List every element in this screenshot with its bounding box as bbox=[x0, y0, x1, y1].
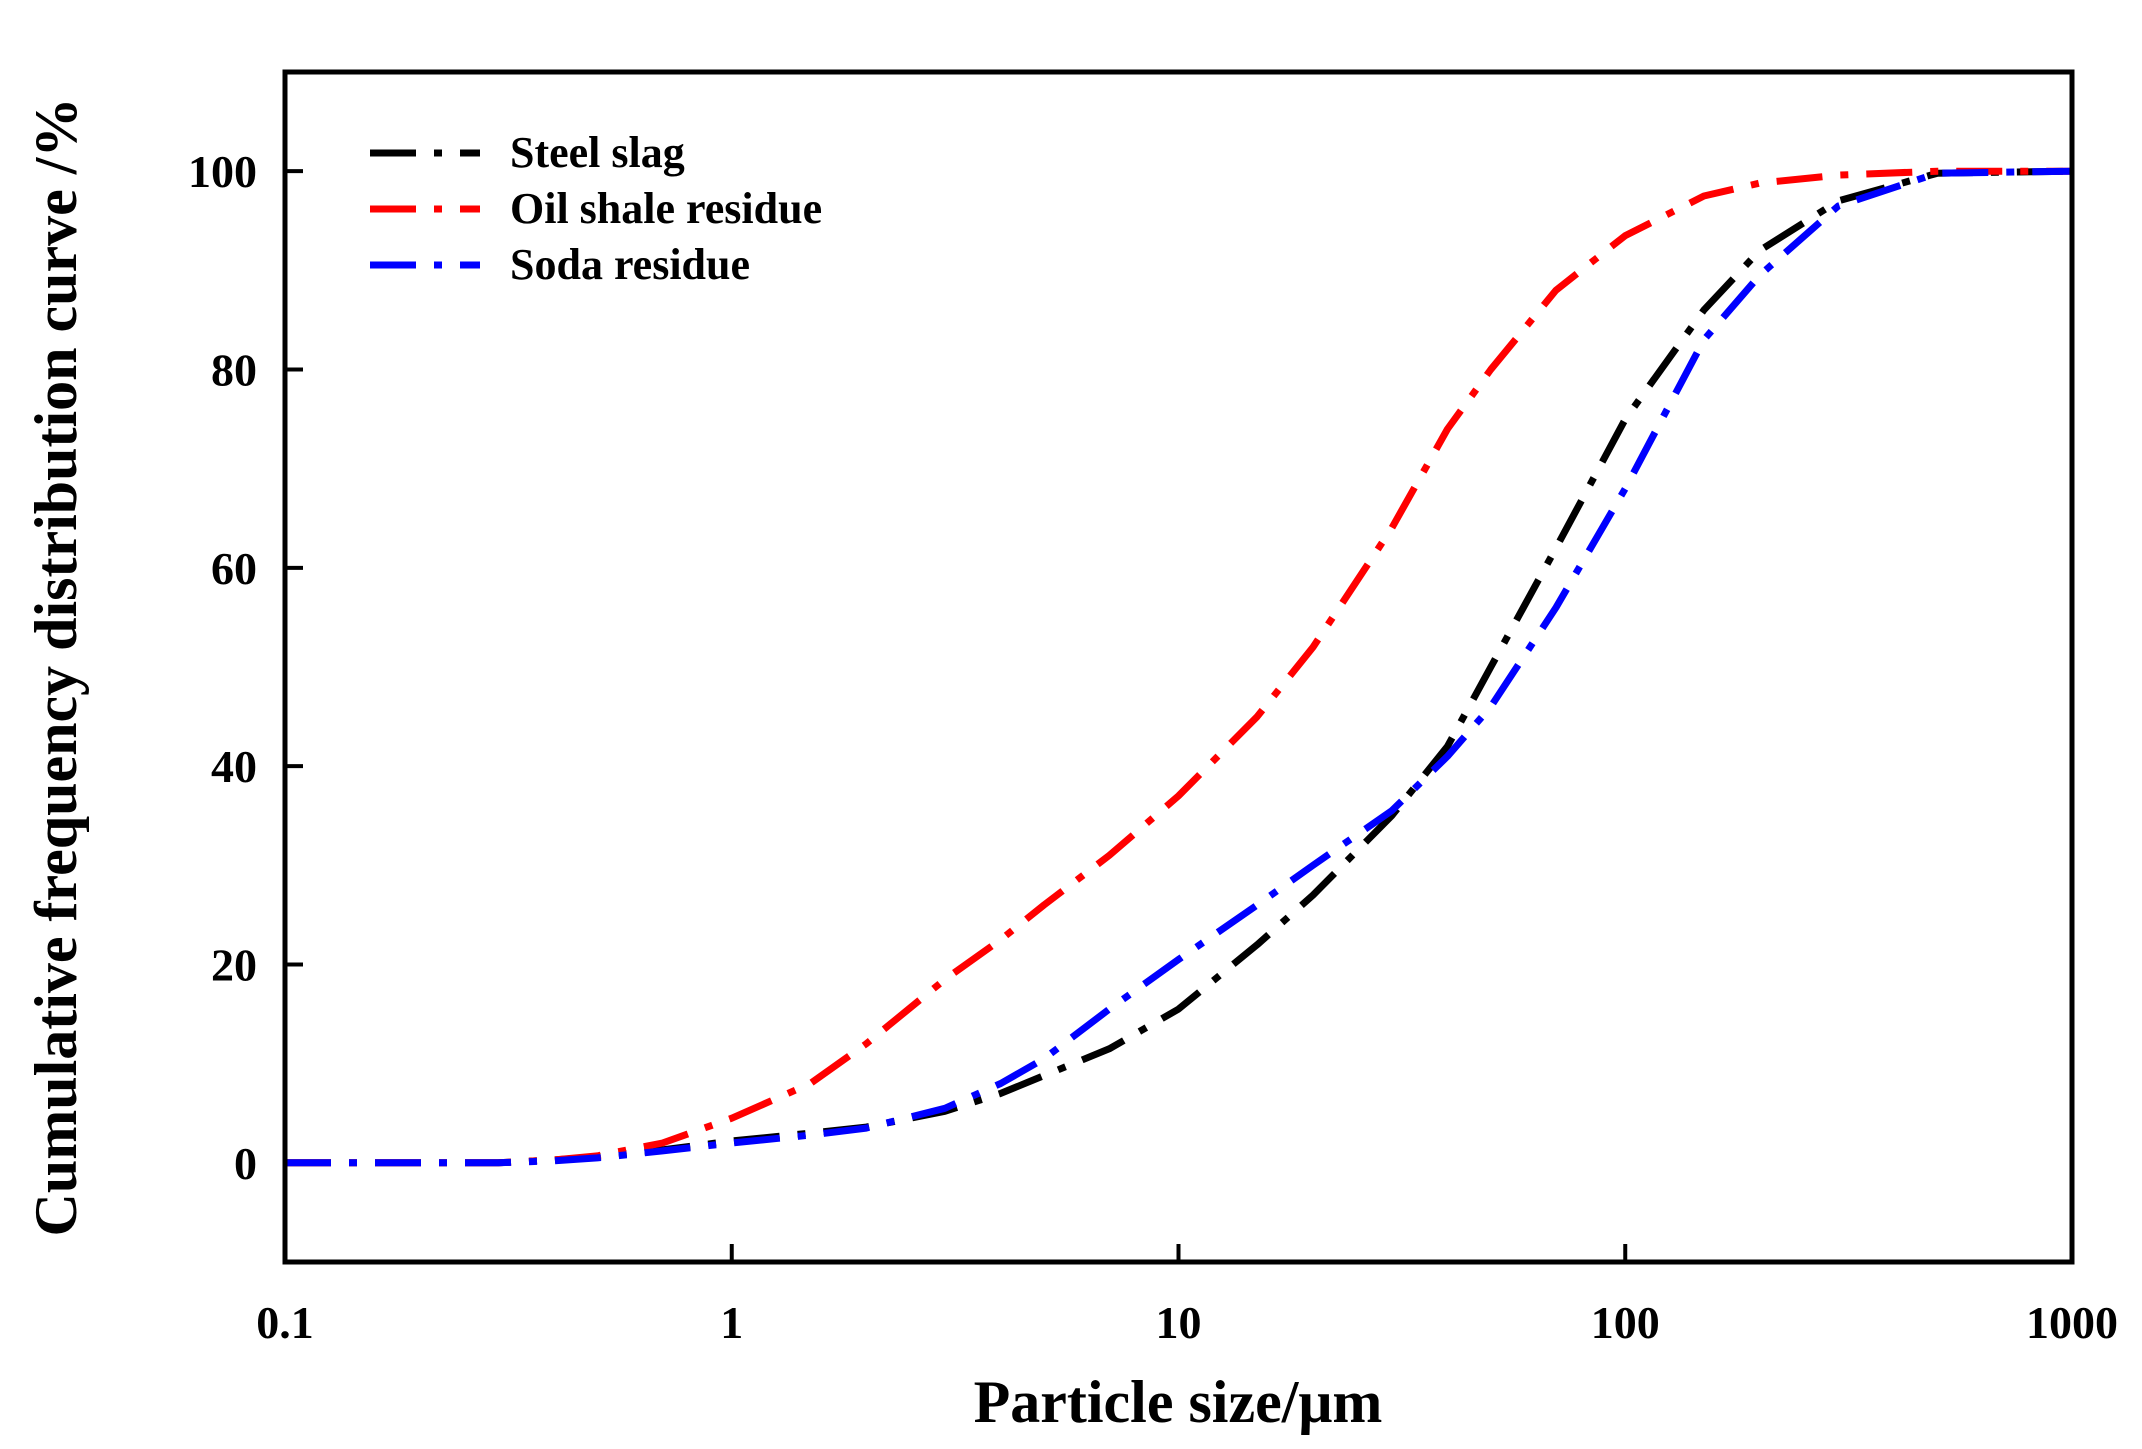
x-axis-title: Particle size/μm bbox=[974, 1369, 1383, 1435]
x-tick-label: 1 bbox=[720, 1297, 743, 1348]
y-tick-label: 80 bbox=[211, 345, 257, 396]
y-tick-label: 100 bbox=[188, 146, 257, 197]
x-tick-label: 1000 bbox=[2026, 1297, 2118, 1348]
legend: Steel slag Oil shale residue Soda residue bbox=[370, 128, 822, 289]
legend-label: Oil shale residue bbox=[510, 184, 822, 233]
legend-item: Steel slag bbox=[370, 128, 685, 177]
legend-item: Soda residue bbox=[370, 240, 750, 289]
series-line-steel-slag bbox=[285, 167, 2073, 1167]
plot-frame bbox=[282, 69, 2075, 1265]
x-tick-label: 100 bbox=[1591, 1297, 1660, 1348]
x-tick-label: 10 bbox=[1156, 1297, 1202, 1348]
series-line-oil-shale-residue bbox=[285, 167, 2072, 1167]
y-tick-label: 20 bbox=[211, 940, 257, 991]
y-tick-label: 40 bbox=[211, 741, 257, 792]
y-tick-label: 60 bbox=[211, 543, 257, 594]
legend-label: Soda residue bbox=[510, 240, 750, 289]
x-tick-label: 0.1 bbox=[256, 1297, 314, 1348]
y-tick-label: 0 bbox=[234, 1138, 257, 1189]
legend-label: Steel slag bbox=[510, 128, 685, 177]
data-series bbox=[285, 167, 2073, 1167]
y-axis-title: Cumulative frequency distribution curve … bbox=[23, 98, 89, 1237]
series-line-soda-residue bbox=[285, 167, 2073, 1167]
legend-item: Oil shale residue bbox=[370, 184, 822, 233]
y-axis-ticks: 0 20 40 60 80 100 bbox=[188, 146, 303, 1189]
